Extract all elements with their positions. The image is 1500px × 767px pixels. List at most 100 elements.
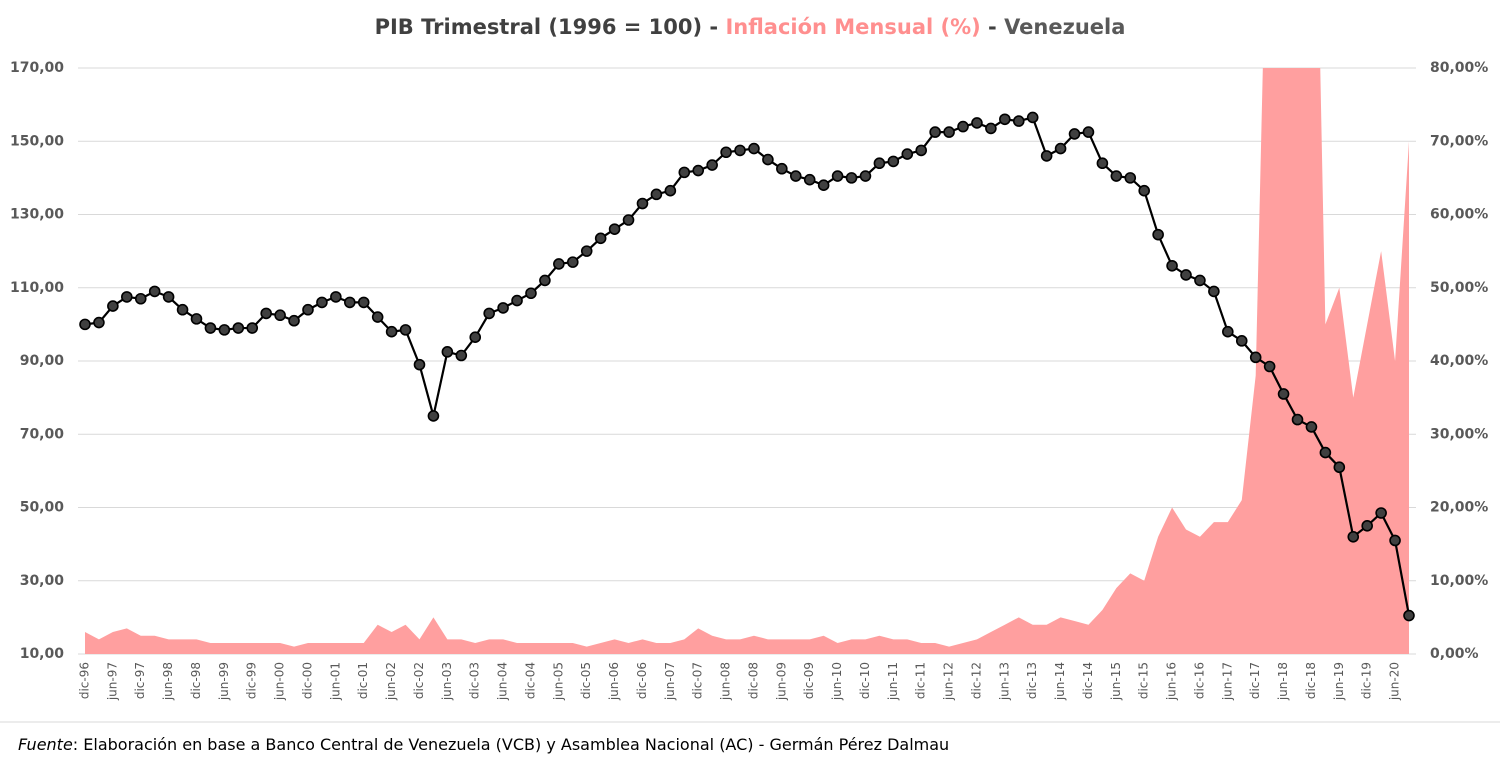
y2-tick-label: 0,00%	[1430, 646, 1479, 662]
gdp-marker	[162, 291, 175, 303]
gdp-marker	[594, 232, 607, 245]
gdp-marker	[566, 256, 579, 268]
x-tick-label: jun-97	[105, 662, 119, 701]
gdp-marker	[539, 274, 551, 287]
x-tick-label: dic-06	[635, 662, 649, 699]
x-tick-label: dic-07	[691, 662, 705, 699]
gdp-marker	[1249, 351, 1262, 364]
gdp-marker	[789, 170, 802, 182]
x-tick-label: dic-13	[1025, 662, 1039, 699]
gdp-marker	[79, 318, 91, 331]
gdp-marker	[525, 287, 537, 300]
gdp-marker	[929, 126, 941, 138]
x-tick-label: dic-04	[523, 662, 537, 699]
gdp-marker	[455, 349, 468, 362]
gdp-marker	[316, 296, 328, 309]
gdp-marker	[176, 303, 189, 316]
gdp-marker	[107, 300, 119, 312]
gdp-marker	[943, 126, 955, 138]
gdp-marker	[288, 314, 300, 327]
x-tick-label: dic-96	[78, 662, 92, 699]
gdp-marker	[274, 309, 286, 322]
gdp-marker	[971, 117, 983, 129]
title-part: -	[702, 15, 725, 39]
title-part: Venezuela	[1004, 15, 1125, 39]
gdp-marker	[1194, 274, 1206, 287]
footer-label: Fuente	[18, 735, 73, 754]
x-tick-label: dic-97	[133, 662, 147, 699]
x-tick-label: dic-14	[1081, 662, 1095, 699]
gdp-marker	[1361, 520, 1373, 532]
y2-tick-label: 10,00%	[1430, 573, 1488, 589]
x-tick-label: dic-03	[468, 662, 482, 699]
y-tick-label: 110,00	[10, 280, 64, 296]
x-tick-label: dic-15	[1137, 662, 1151, 699]
gdp-marker	[553, 258, 565, 270]
title-part: Inflación Mensual (%)	[725, 15, 980, 39]
y-tick-label: 150,00	[10, 133, 64, 149]
x-tick-label: dic-01	[356, 662, 370, 699]
gdp-marker	[831, 170, 844, 182]
gdp-marker	[887, 155, 900, 168]
gdp-marker	[1208, 285, 1220, 298]
x-tick-label: dic-10	[858, 662, 872, 699]
gdp-marker	[1082, 126, 1095, 138]
gdp-marker	[1166, 259, 1178, 272]
gdp-marker	[385, 325, 398, 338]
x-tick-label: dic-17	[1248, 662, 1262, 699]
gdp-marker	[343, 296, 356, 309]
y-tick-label: 90,00	[20, 353, 65, 369]
x-tick-label: dic-12	[969, 662, 983, 699]
gdp-marker	[93, 316, 105, 329]
y2-tick-label: 80,00%	[1430, 60, 1488, 76]
gdp-marker	[246, 322, 259, 334]
x-tick-label: jun-00	[273, 662, 287, 701]
gdp-marker	[1040, 150, 1053, 162]
gdp-marker	[1263, 360, 1276, 373]
x-tick-label: jun-19	[1332, 662, 1346, 701]
gdp-marker	[1110, 170, 1123, 182]
x-tick-label: jun-12	[942, 662, 956, 701]
gdp-marker	[232, 322, 245, 334]
gdp-marker	[148, 285, 161, 298]
gdp-marker	[859, 170, 872, 182]
plot-area	[78, 67, 1415, 655]
gdp-marker	[260, 307, 272, 320]
gdp-marker	[873, 157, 886, 170]
gdp-marker	[134, 292, 147, 305]
gdp-marker	[580, 245, 593, 257]
gdp-marker	[650, 188, 663, 201]
x-tick-label: dic-99	[245, 662, 259, 699]
gdp-marker	[371, 311, 384, 323]
y2-tick-label: 70,00%	[1430, 133, 1488, 149]
x-tick-label: jun-01	[328, 662, 342, 701]
x-tick-label: jun-16	[1165, 662, 1179, 701]
gdp-marker	[608, 223, 621, 235]
gdp-marker	[1305, 421, 1318, 433]
gdp-marker	[330, 291, 342, 303]
x-tick-label: dic-18	[1304, 662, 1318, 699]
x-tick-label: dic-19	[1360, 662, 1374, 699]
gdp-marker	[720, 146, 732, 159]
footer-text: : Elaboración en base a Banco Central de…	[72, 735, 950, 754]
y-tick-label: 10,00	[20, 646, 65, 662]
gdp-marker	[1026, 111, 1039, 124]
y2-tick-label: 50,00%	[1430, 280, 1488, 296]
x-tick-label: jun-04	[496, 662, 510, 701]
gdp-marker	[1124, 172, 1137, 184]
gdp-marker	[664, 184, 677, 197]
gdp-marker	[622, 214, 635, 226]
gdp-marker	[776, 162, 788, 175]
gdp-marker	[1291, 413, 1304, 426]
gdp-marker	[706, 159, 718, 171]
gdp-marker	[734, 144, 746, 157]
x-tick-label: dic-00	[300, 662, 314, 699]
inflation-area	[85, 68, 1409, 654]
x-tick-label: dic-11	[914, 662, 928, 699]
gdp-marker	[803, 173, 816, 186]
gdp-marker	[1180, 269, 1192, 281]
gdp-marker	[1375, 507, 1387, 519]
gdp-marker	[1138, 184, 1150, 197]
x-tick-label: dic-09	[802, 662, 816, 699]
